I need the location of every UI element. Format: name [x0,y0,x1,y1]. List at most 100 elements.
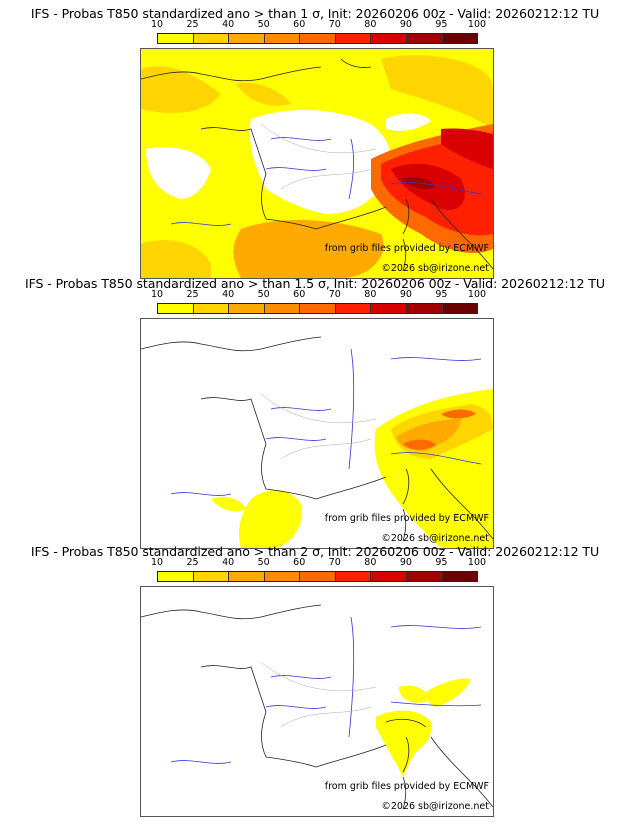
colorbar-labels: 10 25 40 50 60 70 80 90 95 100 [151,557,486,568]
copyright-credit: ©2026 sb@irizone.net [381,801,489,812]
colorbar-tick-label: 90 [399,19,412,30]
colorbar-tick-label: 60 [293,19,306,30]
colorbar-segment [193,34,230,43]
panel-2sigma: IFS - Probas T850 standardized ano > tha… [0,538,630,817]
panel-title: IFS - Probas T850 standardized ano > tha… [30,544,600,559]
colorbar-tick-label: 25 [186,557,199,568]
colorbar-tick-label: 25 [186,289,199,300]
colorbar-labels: 10 25 40 50 60 70 80 90 95 100 [151,19,486,30]
field-40pct [233,219,384,278]
colorbar-tick-label: 80 [364,19,377,30]
probability-map[interactable]: from grib files provided by ECMWF ©2026 … [140,318,494,549]
colorbar-tick-label: 50 [257,19,270,30]
copyright-credit: ©2026 sb@irizone.net [381,533,489,544]
panel-1-5sigma: IFS - Probas T850 standardized ano > tha… [0,270,630,549]
field-25pct [236,82,291,106]
coastlines [141,336,493,542]
colorbar-tick-label: 40 [222,19,235,30]
field-10pct [211,497,246,512]
colorbar [157,303,478,314]
panel-title: IFS - Probas T850 standardized ano > tha… [24,276,606,291]
field-25pct [141,240,211,278]
rivers [170,348,482,496]
colorbar-tick-label: 40 [222,557,235,568]
colorbar-segment [442,572,478,581]
colorbar-segment [406,304,443,313]
colorbar-segment [158,304,194,313]
coastlines [141,58,493,272]
colorbar-tick-label: 50 [257,289,270,300]
colorbar-tick-label: 100 [467,19,487,30]
colorbar-segment [335,572,372,581]
colorbar-labels: 10 25 40 50 60 70 80 90 95 100 [151,289,486,300]
colorbar-segment [300,34,336,43]
field-80pct [441,128,493,169]
colorbar-tick-label: 80 [364,557,377,568]
field-below-10pct [249,109,391,214]
colorbar-segment [193,304,230,313]
field-below-10pct [386,113,431,132]
colorbar-tick-label: 100 [467,557,487,568]
colorbar-tick-label: 60 [293,557,306,568]
colorbar-segment [406,572,443,581]
field-60pct [403,439,436,450]
admin-borders [260,393,377,460]
colorbar-segment [229,34,265,43]
source-credit: from grib files provided by ECMWF [324,243,489,254]
probability-map[interactable]: from grib files provided by ECMWF ©2026 … [140,586,494,817]
colorbar-tick-label: 50 [257,557,270,568]
field-10pct [399,685,427,703]
panel-title: IFS - Probas T850 standardized ano > tha… [30,6,600,21]
colorbar-segment [371,34,407,43]
source-credit: from grib files provided by ECMWF [324,781,489,792]
colorbar-tick-label: 60 [293,289,306,300]
colorbar-tick-label: 10 [150,19,164,30]
colorbar-segment [335,34,372,43]
rivers [170,616,482,764]
field-10pct [425,678,471,707]
colorbar-tick-label: 95 [435,289,448,300]
colorbar [157,33,478,44]
colorbar-tick-label: 40 [222,289,235,300]
map-svg [141,49,493,278]
colorbar [157,571,478,582]
field-60pct [441,409,476,419]
colorbar-tick-label: 80 [364,289,377,300]
colorbar-segment [158,572,194,581]
colorbar-tick-label: 70 [328,19,341,30]
admin-borders [260,123,377,190]
colorbar-segment [442,34,478,43]
colorbar-segment [300,304,336,313]
colorbar-segment [335,304,372,313]
colorbar-segment [229,572,265,581]
coastlines [141,604,493,810]
rivers [170,137,482,226]
map-svg [141,319,493,548]
probability-map[interactable]: from grib files provided by ECMWF ©2026 … [140,48,494,279]
field-below-10pct [146,147,211,199]
field-10pct [239,489,302,548]
colorbar-segment [442,304,478,313]
colorbar-tick-label: 25 [186,19,199,30]
colorbar-segment [229,304,265,313]
colorbar-segment [300,572,336,581]
panel-1sigma: IFS - Probas T850 standardized ano > tha… [0,0,630,279]
colorbar-tick-label: 100 [467,289,487,300]
colorbar-tick-label: 70 [328,289,341,300]
colorbar-segment [193,572,230,581]
admin-borders [260,661,377,728]
colorbar-tick-label: 95 [435,557,448,568]
colorbar-tick-label: 90 [399,289,412,300]
field-25pct [381,55,493,129]
colorbar-segment [264,304,301,313]
field-25pct [141,66,221,114]
colorbar-segment [406,34,443,43]
colorbar-tick-label: 10 [150,557,164,568]
colorbar-segment [371,304,407,313]
colorbar-segment [264,34,301,43]
source-credit: from grib files provided by ECMWF [324,513,489,524]
colorbar-segment [371,572,407,581]
colorbar-tick-label: 10 [150,289,164,300]
colorbar-segment [158,34,194,43]
map-svg [141,587,493,816]
